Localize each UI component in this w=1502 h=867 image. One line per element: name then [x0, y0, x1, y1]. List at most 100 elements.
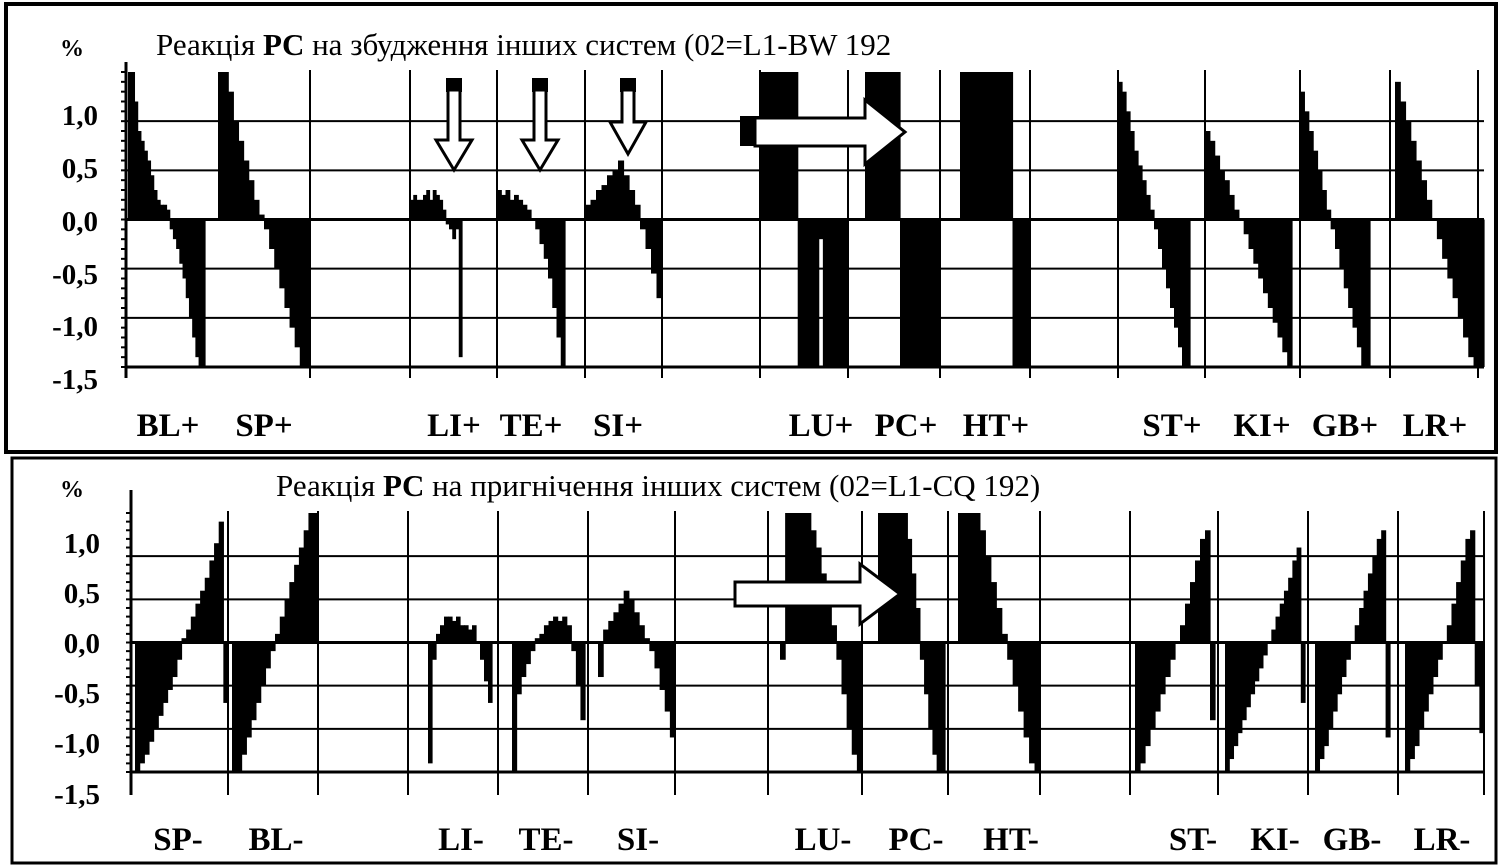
bar — [890, 513, 896, 643]
bar — [843, 219, 849, 367]
bar — [299, 219, 306, 367]
bar — [1135, 642, 1141, 772]
bar — [160, 204, 164, 220]
bar — [181, 638, 187, 643]
bar — [1456, 582, 1462, 643]
chart-title: Реакція PC на збудження інших систем (02… — [156, 27, 891, 62]
bar — [176, 219, 180, 249]
category-label: BL+ — [137, 408, 200, 444]
y-tick-label: 0,5 — [62, 153, 98, 185]
bar — [243, 160, 250, 220]
bar — [585, 204, 592, 220]
bar — [1034, 642, 1041, 772]
bar — [1330, 219, 1336, 230]
category-label: GB- — [1323, 822, 1382, 858]
bar — [1339, 219, 1345, 269]
bar — [255, 642, 262, 703]
bar — [1248, 219, 1254, 249]
bar — [1315, 642, 1321, 772]
bar — [439, 199, 444, 220]
bar — [1400, 101, 1407, 220]
bar — [1238, 219, 1245, 221]
bar — [531, 219, 536, 221]
bar — [1130, 131, 1135, 220]
bar — [1385, 642, 1391, 738]
bar — [218, 521, 224, 643]
bar — [1405, 642, 1411, 772]
category-labels: SP- BL- LI- TE- SI- LU- PC- HT- ST- KI- … — [153, 822, 1470, 858]
bar — [137, 131, 142, 220]
y-tick-label: -0,5 — [54, 678, 100, 710]
bar — [166, 209, 171, 220]
down-arrow-si — [607, 78, 649, 158]
bar — [911, 573, 917, 643]
category-label: TE- — [518, 822, 573, 858]
bar — [640, 219, 647, 230]
bar — [1250, 642, 1256, 695]
bar — [1224, 180, 1230, 220]
bar — [886, 513, 892, 643]
bar — [1253, 219, 1259, 264]
bar — [1356, 219, 1362, 348]
bar — [429, 199, 434, 220]
bar — [575, 642, 582, 686]
bar — [530, 642, 536, 652]
bar — [228, 91, 234, 220]
bar — [905, 219, 911, 367]
bar — [895, 72, 901, 220]
bar — [920, 219, 926, 367]
bar — [1024, 219, 1031, 367]
bar — [153, 190, 158, 220]
bar — [644, 638, 650, 643]
bar — [1447, 219, 1454, 279]
bar — [144, 642, 150, 755]
bar — [269, 219, 275, 249]
bar — [826, 599, 832, 643]
y-tick-label: -1,5 — [54, 779, 100, 811]
bar — [1234, 209, 1240, 220]
bar — [512, 642, 518, 772]
bar — [1313, 150, 1319, 220]
category-label: SP+ — [235, 408, 292, 444]
bar — [1410, 140, 1417, 220]
bar — [1474, 642, 1480, 686]
bar — [935, 219, 941, 367]
bar — [590, 199, 597, 220]
bar — [1348, 219, 1354, 308]
bar — [1460, 560, 1467, 643]
bar — [1359, 607, 1365, 643]
category-label: KI+ — [1233, 408, 1290, 444]
bar — [1205, 131, 1211, 220]
y-tick-labels: 1,0 0,5 0,0 -0,5 -1,0 -1,5 — [54, 528, 100, 811]
bar — [1233, 642, 1239, 747]
bar — [1321, 190, 1327, 220]
bar — [535, 219, 541, 230]
bar — [1150, 642, 1156, 729]
bar — [1160, 642, 1166, 695]
right-arrow — [733, 561, 903, 627]
category-label: TE+ — [500, 408, 563, 444]
bar — [162, 642, 169, 703]
y-axis-label: % — [60, 36, 84, 62]
bar — [925, 219, 931, 367]
bar — [800, 513, 807, 643]
category-label: ST- — [1169, 822, 1217, 858]
bar — [989, 72, 996, 220]
bar — [990, 582, 997, 643]
bar — [1170, 642, 1176, 660]
category-label: LU- — [795, 822, 852, 858]
bar — [983, 72, 990, 220]
bar — [1363, 590, 1369, 643]
bar — [1001, 633, 1008, 643]
bar — [238, 140, 245, 220]
bar — [1436, 219, 1443, 240]
bar — [1326, 209, 1332, 220]
bar — [308, 513, 314, 643]
category-label: LU+ — [789, 408, 854, 444]
bar — [928, 642, 934, 729]
bar — [1421, 180, 1428, 220]
bar — [476, 642, 481, 644]
bar — [654, 642, 661, 669]
bar — [1304, 111, 1310, 220]
bar — [915, 219, 921, 367]
